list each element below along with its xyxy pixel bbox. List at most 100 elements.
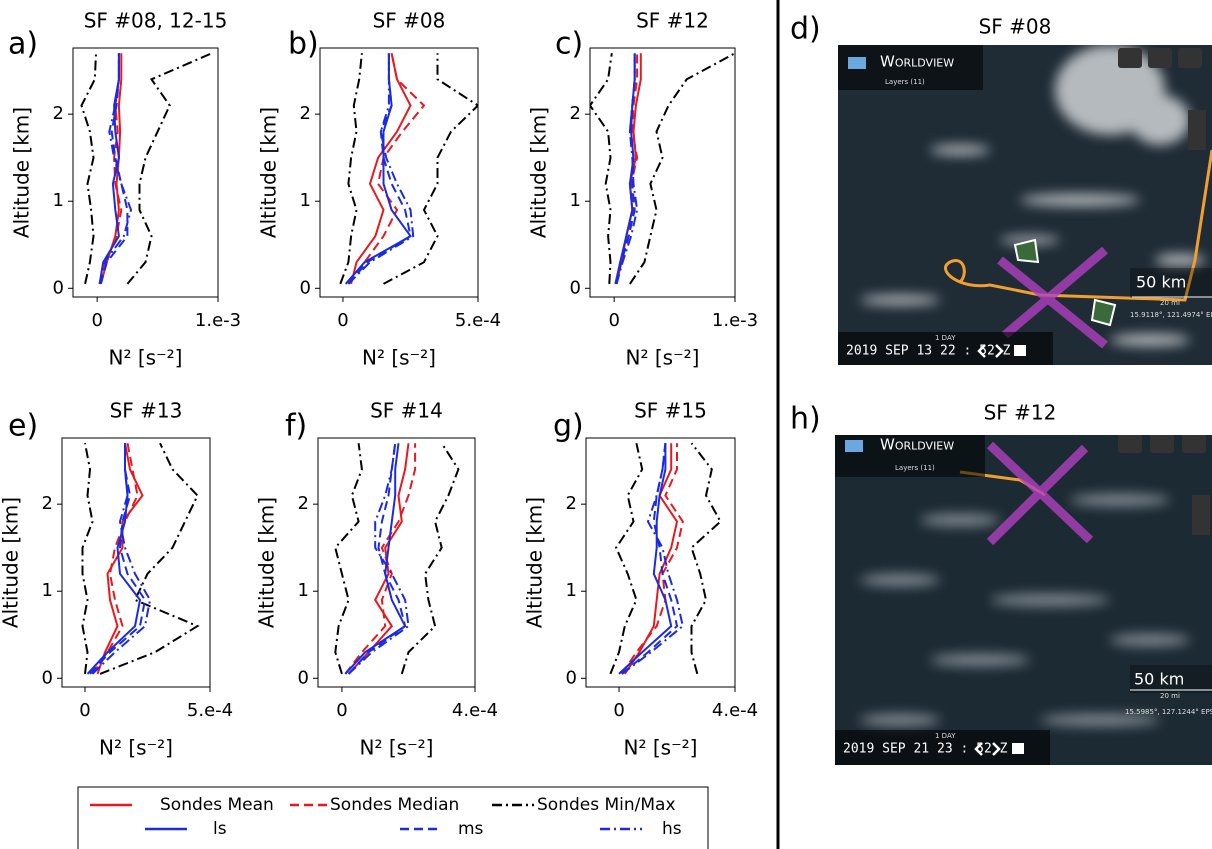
profile-line <box>621 443 684 675</box>
plot-area <box>609 442 722 675</box>
y-tick-label: 2 <box>570 103 581 124</box>
scale-km: 50 km <box>1136 273 1186 292</box>
panel-label: b) <box>288 27 319 62</box>
profile-line <box>621 443 679 675</box>
coordinates: 15.5985°, 127.1244° EPSG:4326 <box>1125 708 1212 716</box>
x-axis-label: N² [s⁻²] <box>624 736 698 760</box>
profile-line <box>344 443 407 675</box>
profile-line <box>334 443 363 675</box>
x-tick-label: 4.e-4 <box>452 700 498 721</box>
legend-label: ms <box>458 819 484 839</box>
period: 1 DAY <box>935 334 956 342</box>
legend-label: hs <box>662 819 682 839</box>
profile-line <box>690 442 722 675</box>
y-tick-label: 0 <box>42 667 53 688</box>
x-axis-label: N² [s⁻²] <box>626 346 700 370</box>
profile-line <box>86 443 142 675</box>
x-tick-label: 0 <box>613 700 624 721</box>
profile-line <box>623 443 679 675</box>
y-axis-label: Altitude [km] <box>257 107 281 238</box>
x-tick-label: 0 <box>91 310 102 331</box>
plot-frame <box>72 47 219 298</box>
plot-frame <box>61 437 211 688</box>
panel-label: d) <box>790 12 821 47</box>
profile-line <box>383 53 478 285</box>
x-tick-label: 0 <box>336 700 347 721</box>
panel-title: SF #08 <box>373 9 446 33</box>
profile-line <box>629 52 735 285</box>
date: 2019 SEP 21 <box>843 742 929 757</box>
y-tick-label: 0 <box>53 277 64 298</box>
x-tick-label: 0 <box>608 310 619 331</box>
profile-line <box>350 52 412 285</box>
y-tick-label: 2 <box>566 493 577 514</box>
profile-line <box>99 442 200 675</box>
y-tick-label: 1 <box>42 580 53 601</box>
profile-line <box>96 443 144 675</box>
profile-line <box>89 443 147 675</box>
panel-label: e) <box>8 409 38 444</box>
profile-line <box>347 443 407 675</box>
time: 22 : 52 Z <box>940 344 1011 359</box>
x-axis-label: N² [s⁻²] <box>360 736 434 760</box>
y-tick-label: 1 <box>570 190 581 211</box>
y-tick-label: 0 <box>566 667 577 688</box>
scale-mi: 20 mi <box>1160 299 1180 307</box>
y-tick-label: 1 <box>566 580 577 601</box>
period: 1 DAY <box>935 732 956 740</box>
y-tick-label: 2 <box>53 103 64 124</box>
profile-line <box>126 52 213 285</box>
layers: Layers (11) <box>885 78 925 86</box>
y-tick-label: 0 <box>300 277 311 298</box>
scale-km: 50 km <box>1134 670 1184 689</box>
plot-area <box>81 442 200 675</box>
y-axis-label: Altitude [km] <box>0 497 23 628</box>
panel-title: SF #15 <box>634 399 707 423</box>
profile-line <box>91 443 139 675</box>
profile-line <box>81 443 94 675</box>
legend-label: Sondes Min/Max <box>537 795 676 815</box>
panel-label: g) <box>553 409 584 444</box>
panel-title: SF #12 <box>636 9 709 33</box>
app-name: Worldview <box>880 53 954 71</box>
profile-line <box>621 443 684 675</box>
y-axis-label: Altitude [km] <box>255 497 279 628</box>
profile-line <box>615 53 642 285</box>
panel-label: h) <box>790 402 821 437</box>
plot-area <box>80 52 213 285</box>
x-tick-label: 1.e-3 <box>712 310 758 331</box>
x-tick-label: 4.e-4 <box>712 700 758 721</box>
y-tick-label: 2 <box>42 493 53 514</box>
profile-line <box>609 442 644 675</box>
legend-label: Sondes Median <box>330 795 459 815</box>
time: 23 : 52 Z <box>937 742 1008 757</box>
profile-line <box>347 52 426 285</box>
panel-title: SF #08 <box>979 15 1052 39</box>
panel-label: f) <box>285 409 307 444</box>
x-tick-label: 0 <box>79 700 90 721</box>
x-tick-label: 5.e-4 <box>455 310 501 331</box>
plot-frame <box>317 437 476 688</box>
y-tick-label: 1 <box>300 190 311 211</box>
profile-line <box>347 443 410 675</box>
panel-label: a) <box>8 27 38 62</box>
x-tick-label: 0 <box>337 310 348 331</box>
legend-label: ls <box>213 819 227 839</box>
profile-line <box>590 53 613 284</box>
panel-title: SF #14 <box>370 399 443 423</box>
plot-frame <box>319 47 479 298</box>
plot-area <box>334 442 460 675</box>
x-axis-label: N² [s⁻²] <box>362 346 436 370</box>
y-tick-label: 1 <box>298 580 309 601</box>
x-axis-label: N² [s⁻²] <box>109 346 183 370</box>
profile-line <box>347 53 415 285</box>
date: 2019 SEP 13 <box>846 344 932 359</box>
satellite-image: h) SF #12 Worldview Layers (11) 50 km 20… <box>790 401 1212 765</box>
scale-mi: 20 mi <box>1160 692 1180 700</box>
app-name: Worldview <box>880 436 954 454</box>
plot-area <box>339 52 478 285</box>
plot-frame <box>589 47 736 298</box>
layers: Layers (11) <box>895 464 935 472</box>
profile-line <box>344 53 412 285</box>
